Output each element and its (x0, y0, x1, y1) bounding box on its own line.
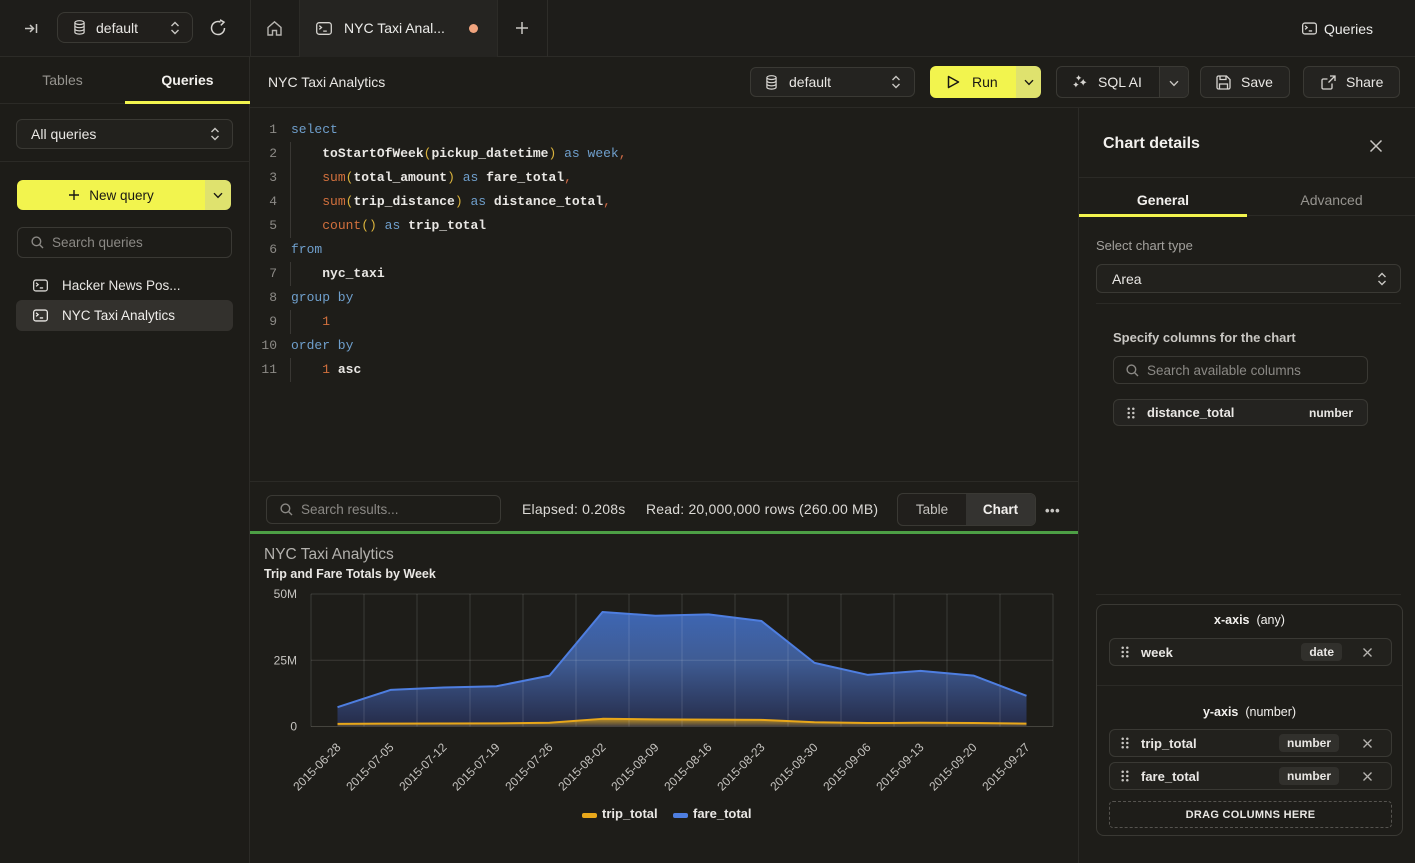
svg-text:2015-08-02: 2015-08-02 (555, 740, 609, 794)
svg-text:2015-07-12: 2015-07-12 (396, 740, 450, 794)
svg-text:2015-09-13: 2015-09-13 (873, 740, 927, 794)
svg-text:0: 0 (290, 720, 297, 734)
svg-text:2015-08-30: 2015-08-30 (767, 740, 821, 794)
svg-text:2015-09-27: 2015-09-27 (979, 740, 1033, 794)
svg-text:2015-09-06: 2015-09-06 (820, 740, 874, 794)
svg-text:25M: 25M (274, 653, 297, 667)
svg-text:trip_total: trip_total (602, 806, 658, 821)
svg-text:fare_total: fare_total (693, 806, 752, 821)
svg-text:2015-07-19: 2015-07-19 (449, 740, 503, 794)
svg-text:2015-06-28: 2015-06-28 (290, 740, 344, 794)
svg-text:2015-07-26: 2015-07-26 (502, 740, 556, 794)
svg-text:2015-08-23: 2015-08-23 (714, 740, 768, 794)
svg-text:2015-07-05: 2015-07-05 (343, 740, 397, 794)
svg-text:2015-09-20: 2015-09-20 (926, 740, 980, 794)
svg-text:2015-08-09: 2015-08-09 (608, 740, 662, 794)
svg-text:2015-08-16: 2015-08-16 (661, 740, 715, 794)
svg-text:50M: 50M (274, 587, 297, 601)
